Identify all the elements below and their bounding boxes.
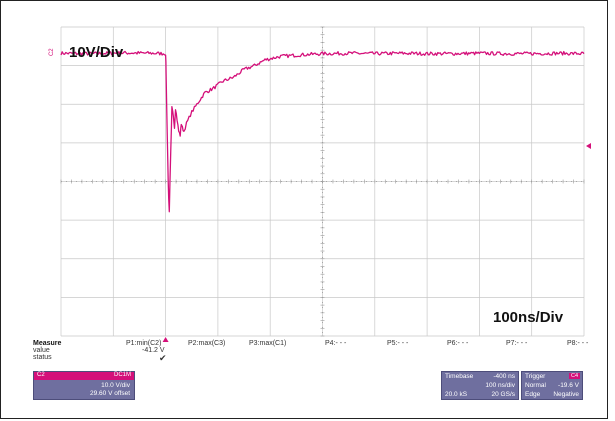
timebase-title: Timebase <box>445 373 474 380</box>
measure-title: Measure <box>33 340 62 347</box>
channel-name: C2 <box>37 372 45 378</box>
vertical-scale-label: 10V/Div <box>69 44 124 61</box>
trigger-level: -19.6 V <box>558 382 579 389</box>
timebase-per-div: 100 ns/div <box>485 382 515 389</box>
trigger-box[interactable]: Trigger C4 Normal -19.6 V Edge Negative <box>521 371 583 400</box>
channel-tag-bar: C2 DC1M <box>34 372 134 380</box>
measure-param-label[interactable]: P1:min(C2) <box>126 340 162 347</box>
measure-param-label[interactable]: P8:- - - <box>567 340 589 347</box>
trigger-mode: Normal <box>525 382 546 389</box>
measure-row-label-value: value <box>33 347 50 354</box>
coupling-tag: DC1M <box>113 372 131 378</box>
horizontal-scale-label: 100ns/Div <box>493 309 564 326</box>
channel-descriptor-box[interactable]: C2 DC1M 10.0 V/div 29.60 V offset <box>33 371 135 400</box>
channel-scale: 10.0 V/div <box>101 382 130 389</box>
measure-param-value: -41.2 V <box>142 347 165 354</box>
measure-param-label[interactable]: P5:- - - <box>387 340 409 347</box>
measure-param-label[interactable]: P2:max(C3) <box>188 340 226 347</box>
timebase-box[interactable]: Timebase -400 ns 100 ns/div 20.0 kS 20 G… <box>441 371 519 400</box>
trigger-position-marker <box>162 337 169 342</box>
timebase-delay: -400 ns <box>493 373 515 380</box>
trigger-channel-badge: C4 <box>568 373 580 379</box>
markers: C2 <box>49 48 591 342</box>
graticule <box>60 26 585 337</box>
trigger-title: Trigger <box>525 373 546 380</box>
trigger-type: Edge <box>525 391 541 398</box>
channel-marker-label: C2 <box>49 48 55 56</box>
measure-param-label[interactable]: P4:- - - <box>325 340 347 347</box>
measure-param-label[interactable]: P6:- - - <box>447 340 469 347</box>
measure-param-label[interactable]: P3:max(C1) <box>249 340 287 347</box>
check-icon: ✔ <box>159 353 167 363</box>
trigger-level-marker <box>586 142 591 149</box>
channel-offset: 29.60 V offset <box>90 390 130 397</box>
timebase-record: 20.0 kS <box>445 391 468 398</box>
waveform-trace <box>60 50 585 213</box>
timebase-rate: 20 GS/s <box>491 391 515 398</box>
measure-row-label-status: status <box>33 354 52 361</box>
trigger-slope: Negative <box>553 391 579 398</box>
measure-param-label[interactable]: P7:- - - <box>506 340 528 347</box>
